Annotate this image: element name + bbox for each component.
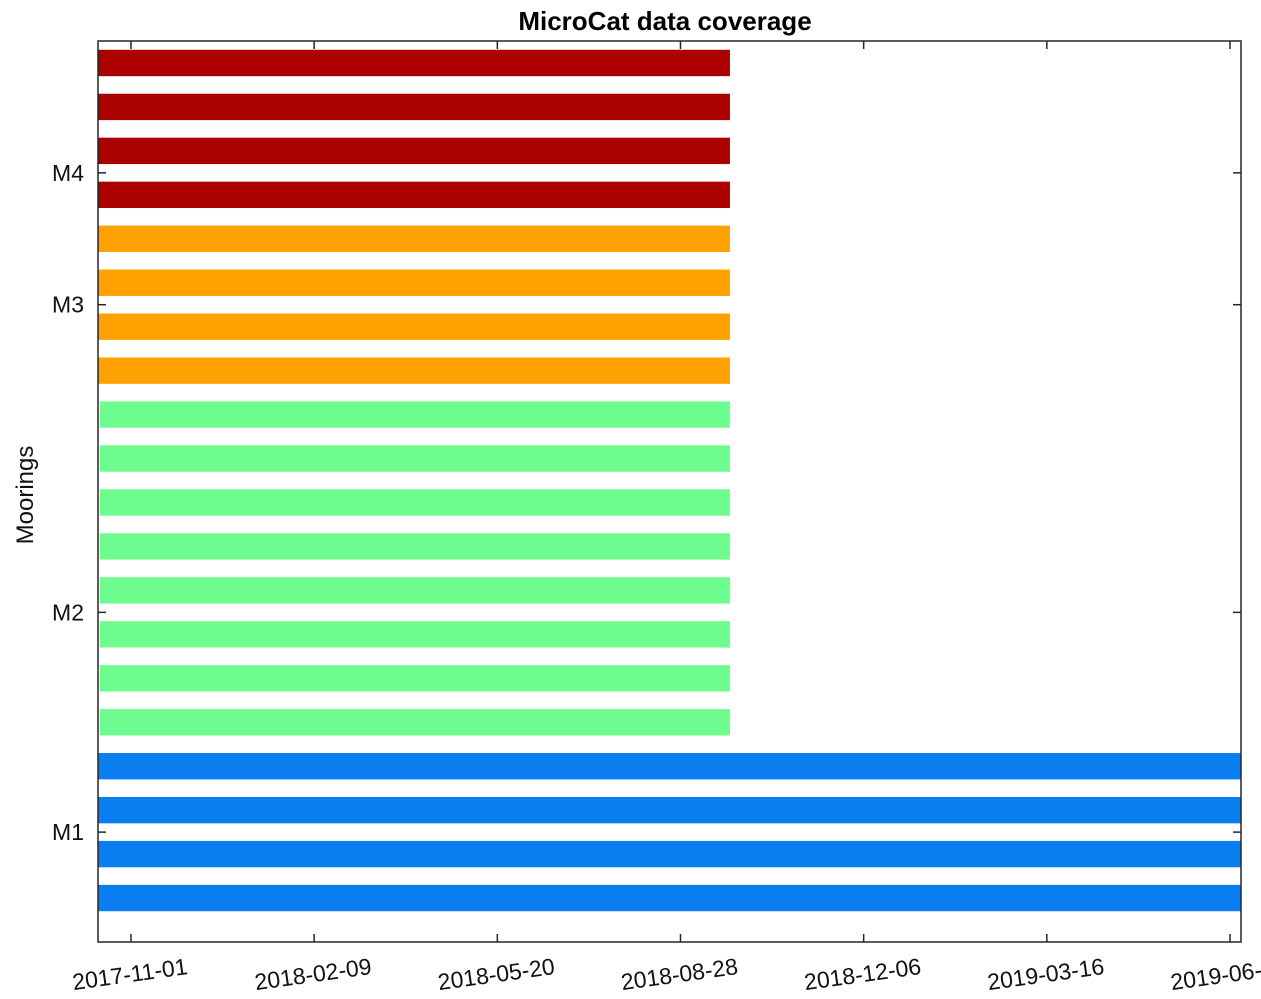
coverage-bar-m1-2 [98,840,1241,868]
coverage-bar-m4-2 [98,137,730,165]
coverage-bar-m2-2 [99,665,730,692]
y-tick-label-m4: M4 [52,160,84,186]
coverage-bar-m2-6 [99,489,730,516]
coverage-bar-m2-8 [99,401,730,428]
coverage-bar-m3-3 [98,269,730,296]
y-axis-label: Moorings [12,446,39,545]
y-tick-label-m2: M2 [52,599,84,625]
x-tick-label: 2018-12-06 [802,953,922,995]
coverage-bar-m2-5 [99,533,730,560]
coverage-bar-m1-3 [98,796,1241,824]
coverage-bar-m3-2 [98,313,730,340]
x-tick-label: 2019-03-16 [986,953,1106,995]
plot-frame [97,40,1242,943]
coverage-bar-m1-1 [98,884,1241,912]
coverage-bar-m2-1 [99,709,730,736]
x-tick-label: 2018-02-09 [253,953,373,995]
x-tick-label: 2019-06-24 [1169,953,1261,995]
y-tick-label-m1: M1 [52,819,84,845]
coverage-bar-m2-4 [99,577,730,604]
x-tick-label: 2018-05-20 [436,953,556,995]
y-axis: M1 M2 M3 M4 [52,160,1241,845]
coverage-bar-m1-4 [98,753,1241,780]
x-tick-label: 2017-11-01 [71,953,189,995]
x-tick-label: 2018-08-28 [619,953,739,995]
coverage-bar-m2-3 [99,621,730,648]
coverage-bar-m4-4 [98,49,730,77]
coverage-bar-m2-7 [99,445,730,472]
coverage-bar-m3-1 [98,357,730,384]
y-tick-label-m3: M3 [52,292,84,318]
coverage-bar-m3-4 [98,225,730,252]
bars-group [98,49,1241,912]
chart-title: MicroCat data coverage [518,6,811,36]
coverage-bar-m4-3 [98,93,730,121]
coverage-bar-m4-1 [98,181,730,209]
